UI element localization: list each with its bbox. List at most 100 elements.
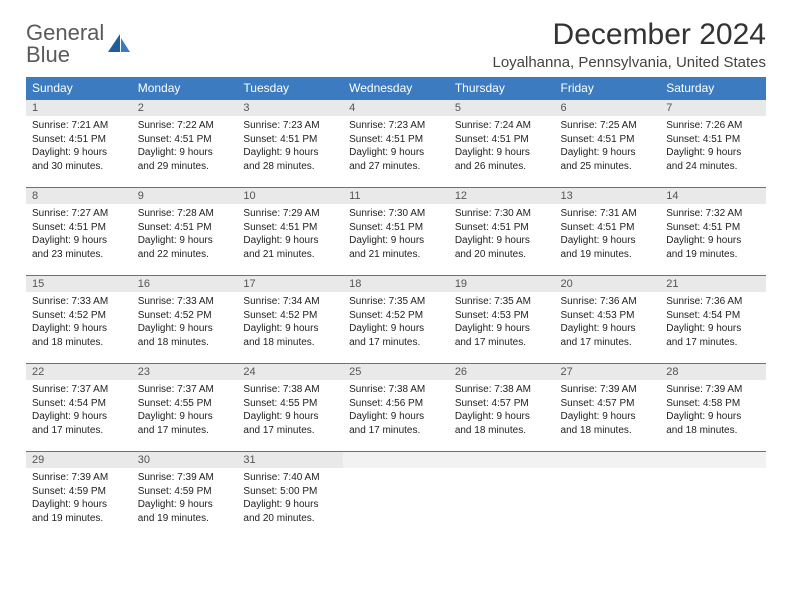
day-line-dl2: and 19 minutes. — [32, 512, 126, 526]
day-number: 31 — [237, 452, 343, 468]
day-number: 19 — [449, 276, 555, 292]
day-header: Sunday — [26, 77, 132, 100]
day-line-dl2: and 26 minutes. — [455, 160, 549, 174]
day-line-dl2: and 21 minutes. — [349, 248, 443, 262]
day-line-dl1: Daylight: 9 hours — [138, 234, 232, 248]
day-body: Sunrise: 7:28 AMSunset: 4:51 PMDaylight:… — [132, 204, 238, 266]
logo-line2: Blue — [26, 44, 104, 66]
day-body: Sunrise: 7:29 AMSunset: 4:51 PMDaylight:… — [237, 204, 343, 266]
day-body: Sunrise: 7:40 AMSunset: 5:00 PMDaylight:… — [237, 468, 343, 530]
day-line-sunrise: Sunrise: 7:31 AM — [561, 207, 655, 221]
day-line-sunrise: Sunrise: 7:38 AM — [349, 383, 443, 397]
day-line-dl2: and 17 minutes. — [349, 336, 443, 350]
day-line-dl1: Daylight: 9 hours — [455, 146, 549, 160]
day-body: Sunrise: 7:26 AMSunset: 4:51 PMDaylight:… — [660, 116, 766, 178]
day-number: 2 — [132, 100, 238, 116]
calendar-cell — [660, 452, 766, 540]
day-number: 5 — [449, 100, 555, 116]
day-line-dl1: Daylight: 9 hours — [138, 410, 232, 424]
calendar-cell — [555, 452, 661, 540]
header: General Blue December 2024 Loyalhanna, P… — [26, 18, 766, 71]
day-line-sunrise: Sunrise: 7:25 AM — [561, 119, 655, 133]
day-line-dl2: and 17 minutes. — [666, 336, 760, 350]
day-line-dl2: and 19 minutes. — [666, 248, 760, 262]
day-line-dl1: Daylight: 9 hours — [561, 410, 655, 424]
day-header: Tuesday — [237, 77, 343, 100]
day-number: 28 — [660, 364, 766, 380]
day-line-sunset: Sunset: 4:51 PM — [243, 221, 337, 235]
day-line-sunset: Sunset: 4:52 PM — [349, 309, 443, 323]
calendar-cell: 14Sunrise: 7:32 AMSunset: 4:51 PMDayligh… — [660, 188, 766, 276]
day-line-dl1: Daylight: 9 hours — [138, 146, 232, 160]
day-number: 10 — [237, 188, 343, 204]
day-body: Sunrise: 7:39 AMSunset: 4:59 PMDaylight:… — [26, 468, 132, 530]
calendar-body: 1Sunrise: 7:21 AMSunset: 4:51 PMDaylight… — [26, 100, 766, 540]
day-line-sunset: Sunset: 4:51 PM — [561, 133, 655, 147]
day-number: 16 — [132, 276, 238, 292]
day-number: 25 — [343, 364, 449, 380]
day-line-sunrise: Sunrise: 7:35 AM — [349, 295, 443, 309]
day-line-sunset: Sunset: 4:51 PM — [32, 221, 126, 235]
day-line-dl1: Daylight: 9 hours — [666, 234, 760, 248]
day-number — [660, 452, 766, 468]
day-line-sunset: Sunset: 4:51 PM — [138, 221, 232, 235]
calendar-cell: 6Sunrise: 7:25 AMSunset: 4:51 PMDaylight… — [555, 100, 661, 188]
day-number: 4 — [343, 100, 449, 116]
day-number: 17 — [237, 276, 343, 292]
day-line-dl1: Daylight: 9 hours — [349, 234, 443, 248]
calendar-cell: 24Sunrise: 7:38 AMSunset: 4:55 PMDayligh… — [237, 364, 343, 452]
day-line-dl1: Daylight: 9 hours — [349, 410, 443, 424]
day-line-dl1: Daylight: 9 hours — [243, 322, 337, 336]
day-body: Sunrise: 7:34 AMSunset: 4:52 PMDaylight:… — [237, 292, 343, 354]
day-line-sunset: Sunset: 4:51 PM — [138, 133, 232, 147]
day-line-sunset: Sunset: 4:56 PM — [349, 397, 443, 411]
day-number: 8 — [26, 188, 132, 204]
day-body: Sunrise: 7:32 AMSunset: 4:51 PMDaylight:… — [660, 204, 766, 266]
day-line-sunset: Sunset: 4:55 PM — [243, 397, 337, 411]
day-line-sunrise: Sunrise: 7:40 AM — [243, 471, 337, 485]
calendar-cell: 30Sunrise: 7:39 AMSunset: 4:59 PMDayligh… — [132, 452, 238, 540]
day-line-sunset: Sunset: 4:51 PM — [349, 221, 443, 235]
day-line-sunrise: Sunrise: 7:36 AM — [561, 295, 655, 309]
day-line-dl2: and 17 minutes. — [349, 424, 443, 438]
day-line-dl1: Daylight: 9 hours — [666, 410, 760, 424]
day-line-sunset: Sunset: 4:51 PM — [455, 133, 549, 147]
day-line-dl2: and 17 minutes. — [138, 424, 232, 438]
day-line-dl2: and 23 minutes. — [32, 248, 126, 262]
day-line-sunrise: Sunrise: 7:23 AM — [243, 119, 337, 133]
day-body: Sunrise: 7:21 AMSunset: 4:51 PMDaylight:… — [26, 116, 132, 178]
calendar-cell: 11Sunrise: 7:30 AMSunset: 4:51 PMDayligh… — [343, 188, 449, 276]
day-number: 1 — [26, 100, 132, 116]
day-body: Sunrise: 7:24 AMSunset: 4:51 PMDaylight:… — [449, 116, 555, 178]
calendar-table: SundayMondayTuesdayWednesdayThursdayFrid… — [26, 77, 766, 540]
day-number: 29 — [26, 452, 132, 468]
day-line-dl2: and 20 minutes. — [243, 512, 337, 526]
day-line-dl2: and 18 minutes. — [561, 424, 655, 438]
day-line-sunrise: Sunrise: 7:29 AM — [243, 207, 337, 221]
day-line-dl1: Daylight: 9 hours — [243, 234, 337, 248]
day-body: Sunrise: 7:36 AMSunset: 4:53 PMDaylight:… — [555, 292, 661, 354]
day-number — [343, 452, 449, 468]
day-body: Sunrise: 7:23 AMSunset: 4:51 PMDaylight:… — [237, 116, 343, 178]
calendar-cell: 4Sunrise: 7:23 AMSunset: 4:51 PMDaylight… — [343, 100, 449, 188]
day-line-sunrise: Sunrise: 7:21 AM — [32, 119, 126, 133]
day-body: Sunrise: 7:35 AMSunset: 4:52 PMDaylight:… — [343, 292, 449, 354]
day-line-sunset: Sunset: 4:55 PM — [138, 397, 232, 411]
calendar-cell: 3Sunrise: 7:23 AMSunset: 4:51 PMDaylight… — [237, 100, 343, 188]
day-number: 11 — [343, 188, 449, 204]
day-line-dl2: and 25 minutes. — [561, 160, 655, 174]
day-line-sunrise: Sunrise: 7:24 AM — [455, 119, 549, 133]
day-line-sunset: Sunset: 4:54 PM — [666, 309, 760, 323]
day-number: 26 — [449, 364, 555, 380]
day-line-dl1: Daylight: 9 hours — [138, 322, 232, 336]
day-line-sunrise: Sunrise: 7:33 AM — [138, 295, 232, 309]
logo-text-block: General Blue — [26, 22, 104, 66]
calendar-cell: 23Sunrise: 7:37 AMSunset: 4:55 PMDayligh… — [132, 364, 238, 452]
day-header: Thursday — [449, 77, 555, 100]
day-body: Sunrise: 7:39 AMSunset: 4:57 PMDaylight:… — [555, 380, 661, 442]
day-body: Sunrise: 7:38 AMSunset: 4:57 PMDaylight:… — [449, 380, 555, 442]
day-line-sunrise: Sunrise: 7:36 AM — [666, 295, 760, 309]
day-line-sunset: Sunset: 4:53 PM — [561, 309, 655, 323]
day-number: 21 — [660, 276, 766, 292]
day-line-dl1: Daylight: 9 hours — [455, 410, 549, 424]
